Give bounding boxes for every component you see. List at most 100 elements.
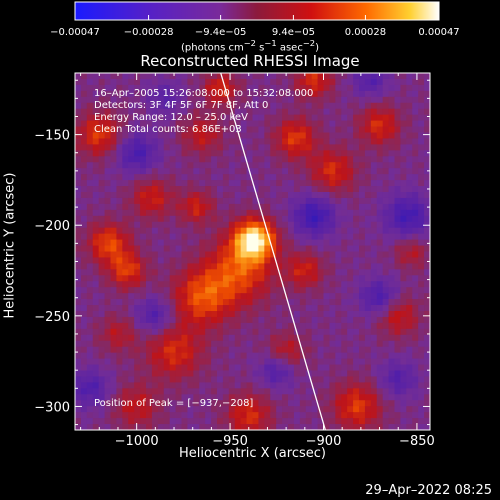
- heatmap-cell: [364, 376, 372, 383]
- heatmap-cell: [240, 346, 248, 354]
- heatmap-cell: [418, 251, 425, 259]
- heatmap-cell: [175, 245, 183, 253]
- heatmap-cell: [282, 251, 289, 259]
- heatmap-cell: [146, 328, 153, 336]
- heatmap-cell: [335, 209, 342, 217]
- heatmap-cell: [305, 138, 313, 145]
- heatmap-cell: [293, 239, 301, 247]
- heatmap-cell: [228, 78, 236, 86]
- heatmap-cell: [282, 138, 289, 145]
- heatmap-cell: [388, 322, 396, 330]
- heatmap-cell: [228, 340, 236, 348]
- heatmap-cell: [305, 352, 313, 360]
- heatmap-cell: [75, 370, 82, 378]
- heatmap-cell: [80, 239, 88, 247]
- heatmap-cell: [347, 316, 354, 324]
- heatmap-cell: [228, 263, 236, 270]
- heatmap-cell: [400, 186, 407, 193]
- heatmap-cell: [140, 209, 147, 217]
- heatmap-cell: [376, 418, 384, 425]
- heatmap-cell: [80, 281, 88, 288]
- heatmap-cell: [329, 126, 336, 134]
- heatmap-cell: [228, 352, 236, 360]
- heatmap-cell: [418, 108, 425, 116]
- heatmap-cell: [388, 180, 396, 187]
- heatmap-cell: [169, 281, 177, 288]
- heatmap-cell: [394, 293, 402, 300]
- heatmap-cell: [199, 275, 206, 282]
- heatmap-cell: [382, 197, 390, 205]
- heatmap-cell: [311, 227, 319, 235]
- heatmap-cell: [293, 364, 301, 372]
- heatmap-cell: [370, 287, 378, 294]
- heatmap-cell: [86, 90, 94, 98]
- heatmap-cell: [264, 174, 271, 181]
- heatmap-cell: [288, 334, 295, 342]
- heatmap-cell: [92, 162, 100, 169]
- heatmap-cell: [276, 400, 283, 407]
- heatmap-cell: [151, 90, 159, 98]
- heatmap-cell: [80, 340, 88, 348]
- heatmap-cell: [376, 251, 384, 259]
- heatmap-cell: [86, 424, 94, 430]
- heatmap-cell: [329, 90, 336, 98]
- heatmap-cell: [128, 406, 135, 413]
- heatmap-cell: [211, 394, 218, 401]
- heatmap-cell: [353, 358, 360, 366]
- heatmap-cell: [299, 239, 307, 247]
- heatmap-cell: [193, 299, 200, 306]
- heatmap-cell: [116, 400, 123, 407]
- heatmap-cell: [305, 108, 313, 116]
- heatmap-cell: [305, 209, 313, 217]
- heatmap-cell: [98, 376, 106, 383]
- heatmap-cell: [406, 180, 413, 187]
- heatmap-cell: [205, 144, 212, 151]
- heatmap-cell: [258, 215, 265, 223]
- heatmap-cell: [341, 233, 348, 241]
- heatmap-cell: [264, 84, 271, 92]
- heatmap-cell: [335, 382, 342, 389]
- heatmap-cell: [75, 316, 82, 324]
- heatmap-cell: [264, 311, 271, 318]
- heatmap-cell: [128, 132, 135, 140]
- heatmap-cell: [75, 418, 82, 425]
- heatmap-cell: [412, 174, 419, 181]
- heatmap-cell: [288, 358, 295, 366]
- heatmap-cell: [211, 186, 218, 193]
- heatmap-cell: [75, 73, 82, 80]
- heatmap-cell: [181, 352, 189, 360]
- heatmap-cell: [305, 364, 313, 372]
- heatmap-cell: [75, 322, 82, 330]
- heatmap-cell: [246, 251, 254, 259]
- heatmap-cell: [299, 192, 307, 199]
- heatmap-cell: [276, 305, 283, 312]
- heatmap-cell: [157, 305, 165, 312]
- heatmap-cell: [110, 263, 118, 270]
- heatmap-cell: [359, 358, 366, 366]
- heatmap-cell: [424, 400, 430, 407]
- heatmap-cell: [323, 245, 331, 253]
- heatmap-cell: [193, 275, 200, 282]
- heatmap-cell: [146, 168, 153, 175]
- heatmap-cell: [335, 144, 342, 151]
- heatmap-cell: [240, 287, 248, 294]
- heatmap-cell: [258, 251, 265, 259]
- heatmap-cell: [394, 328, 402, 336]
- heatmap-cell: [353, 90, 360, 98]
- heatmap-cell: [163, 239, 171, 247]
- heatmap-cell: [217, 424, 224, 430]
- heatmap-cell: [80, 96, 88, 104]
- heatmap-cell: [282, 144, 289, 151]
- heatmap-cell: [175, 334, 183, 342]
- heatmap-cell: [140, 376, 147, 383]
- heatmap-cell: [282, 305, 289, 312]
- heatmap-cell: [311, 394, 319, 401]
- heatmap-cell: [317, 203, 325, 211]
- heatmap-cell: [252, 400, 260, 407]
- heatmap-cell: [311, 305, 319, 312]
- heatmap-cell: [364, 180, 372, 187]
- heatmap-cell: [276, 358, 283, 366]
- heatmap-cell: [240, 215, 248, 223]
- heatmap-cell: [122, 334, 129, 342]
- heatmap-cell: [412, 424, 419, 430]
